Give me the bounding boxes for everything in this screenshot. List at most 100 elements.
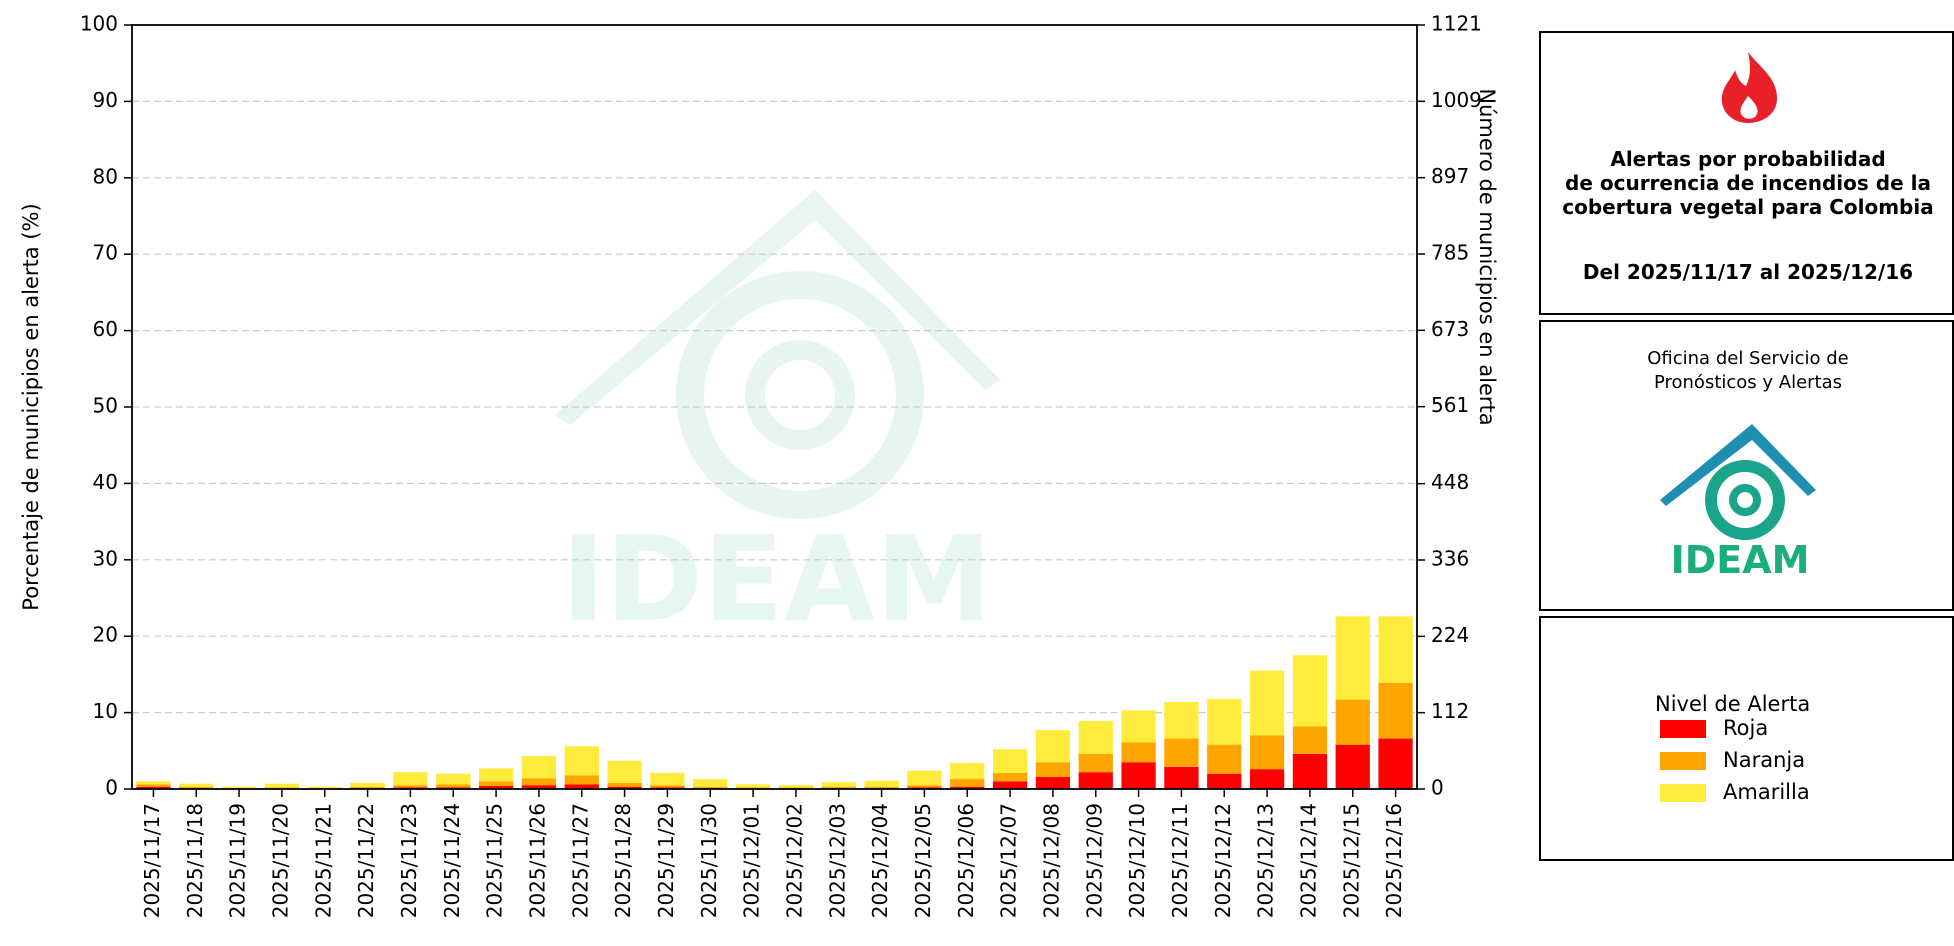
y-tick-label: 70 bbox=[93, 241, 118, 265]
bar bbox=[864, 786, 899, 789]
bar bbox=[564, 775, 599, 785]
x-tick-label: 2025/12/14 bbox=[1296, 803, 1320, 918]
legend-swatch bbox=[1660, 784, 1706, 802]
x-tick-label: 2025/11/19 bbox=[226, 803, 250, 918]
y-tick-label: 50 bbox=[93, 394, 118, 418]
x-tick-label: 2025/11/18 bbox=[183, 803, 207, 918]
bar bbox=[564, 746, 599, 776]
bar bbox=[436, 773, 471, 785]
x-tick-label: 2025/12/11 bbox=[1168, 803, 1192, 918]
bar bbox=[778, 785, 814, 788]
y2-axis-label: Número de municipios en alerta bbox=[1475, 88, 1499, 425]
y2-tick-label: 1009 bbox=[1431, 88, 1482, 112]
x-tick-label: 2025/11/30 bbox=[697, 803, 721, 918]
bar bbox=[778, 787, 814, 789]
x-tick-label: 2025/12/08 bbox=[1039, 803, 1063, 918]
x-tick-label: 2025/11/21 bbox=[311, 803, 335, 918]
bar bbox=[735, 784, 771, 788]
watermark-roof bbox=[555, 190, 1000, 425]
legend-label: Amarilla bbox=[1723, 780, 1810, 804]
bar bbox=[950, 786, 985, 789]
bar bbox=[1378, 682, 1413, 739]
bar bbox=[179, 783, 214, 787]
x-tick-label: 2025/12/13 bbox=[1254, 803, 1278, 918]
y2-tick-label: 448 bbox=[1431, 470, 1469, 494]
bar bbox=[393, 785, 428, 788]
bar bbox=[521, 785, 557, 789]
x-tick-label: 2025/11/24 bbox=[440, 803, 464, 918]
watermark-text: IDEAM bbox=[561, 510, 992, 648]
bar bbox=[1378, 616, 1413, 683]
x-tick-label: 2025/11/28 bbox=[611, 803, 635, 918]
x-tick-label: 2025/12/06 bbox=[954, 803, 978, 918]
bar bbox=[1078, 772, 1113, 789]
fire-icon-inner bbox=[1740, 96, 1758, 119]
bar bbox=[136, 781, 171, 785]
bar bbox=[478, 768, 514, 782]
x-tick-label: 2025/12/05 bbox=[911, 803, 935, 918]
bar bbox=[564, 784, 599, 789]
x-tick-label: 2025/12/09 bbox=[1082, 803, 1106, 918]
x-tick-label: 2025/11/22 bbox=[354, 803, 378, 918]
x-tick-label: 2025/11/25 bbox=[483, 803, 507, 918]
y2-tick-label: 785 bbox=[1431, 240, 1469, 264]
y-tick-label: 10 bbox=[93, 699, 118, 723]
x-tick-label: 2025/11/26 bbox=[525, 803, 549, 918]
bar bbox=[1335, 744, 1370, 789]
bar bbox=[478, 785, 514, 789]
bar bbox=[607, 786, 642, 789]
x-tick-label: 2025/12/02 bbox=[782, 803, 806, 918]
bar bbox=[693, 779, 728, 787]
bar bbox=[1164, 738, 1199, 767]
bar bbox=[1035, 730, 1071, 763]
bar bbox=[179, 786, 214, 789]
y-tick-label: 80 bbox=[93, 164, 118, 188]
panel-box-bottom bbox=[1539, 616, 1954, 861]
x-tick-label: 2025/11/17 bbox=[140, 803, 164, 918]
bar bbox=[992, 772, 1028, 782]
bar bbox=[992, 749, 1028, 773]
y-tick-label: 100 bbox=[80, 12, 118, 36]
bar bbox=[1249, 670, 1285, 736]
bar bbox=[1378, 738, 1413, 789]
bar bbox=[992, 781, 1028, 789]
fire-icon bbox=[1721, 52, 1778, 123]
bar bbox=[735, 787, 771, 789]
bar bbox=[864, 780, 899, 787]
bar bbox=[650, 785, 685, 788]
x-tick-label: 2025/11/29 bbox=[654, 803, 678, 918]
bar bbox=[521, 756, 557, 779]
x-tick-label: 2025/11/23 bbox=[397, 803, 421, 918]
bar bbox=[1292, 753, 1328, 789]
bar bbox=[1292, 655, 1328, 727]
panel-box-top bbox=[1539, 31, 1954, 315]
y2-tick-label: 224 bbox=[1431, 623, 1469, 647]
legend-swatch bbox=[1660, 720, 1706, 738]
bar bbox=[1207, 698, 1242, 745]
watermark-swirl bbox=[676, 271, 924, 519]
bar bbox=[393, 772, 428, 786]
bar bbox=[821, 782, 856, 787]
bar bbox=[1035, 776, 1071, 789]
bar bbox=[1292, 726, 1328, 754]
bar bbox=[221, 786, 257, 789]
bar bbox=[821, 786, 856, 789]
panel-date: Del 2025/11/17 al 2025/12/16 bbox=[1583, 260, 1913, 284]
bar bbox=[1121, 762, 1156, 789]
panel-office: Pronósticos y Alertas bbox=[1654, 372, 1842, 393]
bar bbox=[1164, 701, 1199, 739]
bar bbox=[264, 783, 300, 788]
legend-swatch bbox=[1660, 752, 1706, 770]
legend-label: Roja bbox=[1723, 716, 1768, 740]
y-tick-label: 40 bbox=[93, 470, 118, 494]
logo-roof bbox=[1660, 424, 1816, 506]
logo-swirl-inner bbox=[1729, 484, 1761, 516]
x-tick-label: 2025/12/07 bbox=[997, 803, 1021, 918]
bar bbox=[693, 786, 728, 789]
x-tick-label: 2025/12/03 bbox=[825, 803, 849, 918]
y2-tick-label: 336 bbox=[1431, 547, 1469, 571]
x-tick-label: 2025/12/16 bbox=[1382, 803, 1406, 918]
bar bbox=[478, 781, 514, 786]
y-tick-label: 90 bbox=[93, 88, 118, 112]
